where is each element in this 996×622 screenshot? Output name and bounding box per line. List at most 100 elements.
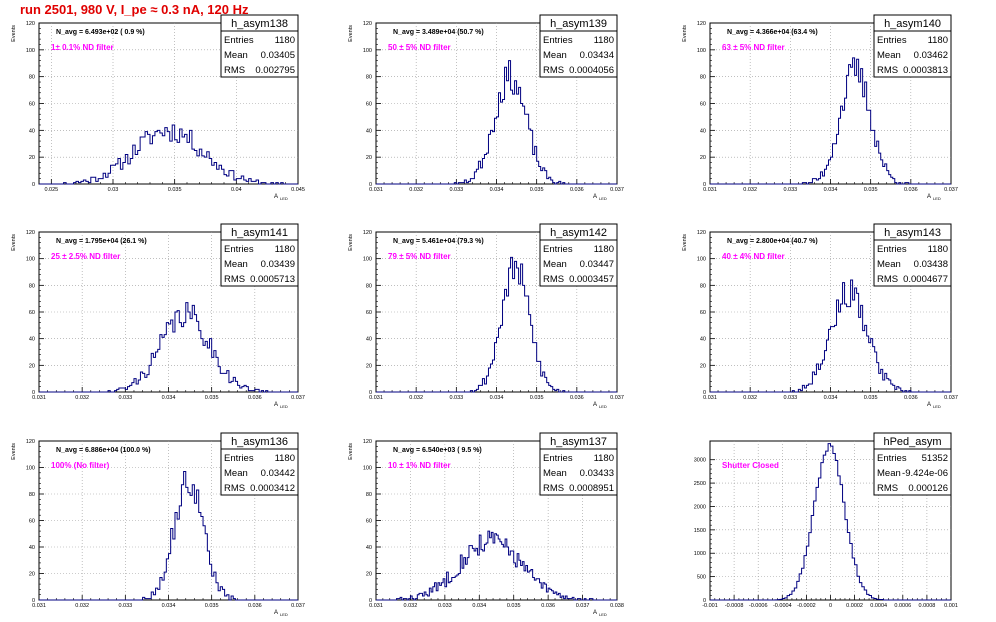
y-tick-label: 80 bbox=[366, 492, 372, 498]
filter-label: 1± 0.1% ND filter bbox=[51, 43, 114, 52]
stats-value: 0.03447 bbox=[580, 259, 614, 270]
stats-label: Mean bbox=[224, 259, 248, 270]
x-axis-title: A bbox=[593, 194, 597, 200]
y-tick-label: 120 bbox=[697, 230, 706, 236]
histogram-name: h_asym139 bbox=[550, 18, 607, 30]
histogram-name: hPed_asym bbox=[883, 436, 941, 448]
histogram-name: h_asym136 bbox=[231, 436, 288, 448]
stats-value: 1180 bbox=[594, 453, 614, 464]
y-tick-label: 80 bbox=[29, 283, 35, 289]
navg-label: N_avg = 3.489e+04 (50.7 %) bbox=[393, 29, 484, 36]
stats-box bbox=[539, 30, 618, 78]
x-axis-title-sub: LED bbox=[599, 404, 607, 409]
stats-label: Entries bbox=[224, 244, 254, 255]
histogram-panel: 0.031 0.032 0.033 0.034 0.035 0.036 0.037 0 20 40… bbox=[348, 223, 624, 409]
stats-box bbox=[873, 239, 952, 287]
stats-value: 0.03433 bbox=[580, 468, 614, 479]
histogram-panel: 0.031 0.032 0.033 0.034 0.035 0.036 0.037 0 20 40… bbox=[682, 14, 958, 201]
x-axis-title-sub: LED bbox=[933, 196, 941, 201]
y-axis-title: Events bbox=[11, 234, 17, 251]
x-tick-label: 0.031 bbox=[703, 187, 717, 193]
filter-label: 50 ± 5% ND filter bbox=[388, 43, 451, 52]
histogram-name: h_asym137 bbox=[550, 436, 607, 448]
x-tick-label: 0.03 bbox=[108, 187, 119, 193]
y-tick-label: 1500 bbox=[694, 528, 706, 534]
histogram-panel: 0.025 0.03 0.035 0.04 0.045 0 20 40 60 80 100 120 Ev… bbox=[11, 14, 305, 201]
stats-label: RMS bbox=[877, 483, 898, 494]
stats-value: 0.000126 bbox=[908, 483, 948, 494]
y-axis-title: Events bbox=[682, 25, 688, 42]
x-tick-label: 0.045 bbox=[291, 187, 305, 193]
x-tick-label: 0.033 bbox=[783, 187, 797, 193]
x-tick-label: -0.0006 bbox=[749, 603, 768, 609]
stats-label: Entries bbox=[224, 453, 254, 464]
x-tick-label: 0.032 bbox=[743, 187, 757, 193]
x-tick-label: 0.037 bbox=[610, 395, 624, 401]
x-tick-label: 0.0002 bbox=[846, 603, 863, 609]
y-tick-label: 40 bbox=[366, 128, 372, 134]
x-axis-title-sub: LED bbox=[280, 196, 288, 201]
stats-label: Entries bbox=[877, 453, 907, 464]
navg-label: N_avg = 1.795e+04 (26.1 %) bbox=[56, 238, 147, 245]
y-tick-label: 60 bbox=[700, 102, 706, 108]
x-tick-label: 0.033 bbox=[118, 603, 132, 609]
page-title: run 2501, 980 V, I_pe ≈ 0.3 nA, 120 Hz bbox=[20, 2, 249, 17]
stats-label: RMS bbox=[543, 483, 564, 494]
x-tick-label: 0.036 bbox=[904, 187, 918, 193]
x-tick-label: 0.033 bbox=[783, 395, 797, 401]
y-tick-label: 120 bbox=[363, 230, 372, 236]
stats-label: RMS bbox=[543, 65, 564, 76]
y-tick-label: 60 bbox=[700, 310, 706, 316]
y-tick-label: 100 bbox=[363, 466, 372, 472]
y-tick-label: 60 bbox=[29, 519, 35, 525]
navg-label: N_avg = 6.886e+04 (100.0 %) bbox=[56, 447, 151, 454]
y-tick-label: 2500 bbox=[694, 481, 706, 487]
filter-label: Shutter Closed bbox=[722, 461, 779, 470]
x-tick-label: 0.035 bbox=[205, 603, 219, 609]
x-tick-label: 0.037 bbox=[576, 603, 590, 609]
stats-value: 0.03462 bbox=[914, 50, 948, 61]
stats-label: RMS bbox=[877, 274, 898, 285]
stats-label: Entries bbox=[224, 35, 254, 46]
y-tick-label: 80 bbox=[700, 283, 706, 289]
stats-label: RMS bbox=[224, 65, 245, 76]
histogram-line bbox=[710, 57, 951, 185]
stats-label: Mean bbox=[543, 50, 567, 61]
stats-value: 1180 bbox=[275, 244, 295, 255]
y-tick-label: 2000 bbox=[694, 504, 706, 510]
y-tick-label: 100 bbox=[697, 48, 706, 54]
histogram-panel: 0.031 0.032 0.033 0.034 0.035 0.036 0.037 0 20 40… bbox=[11, 223, 305, 409]
x-tick-label: 0.033 bbox=[449, 187, 463, 193]
y-tick-label: 0 bbox=[369, 390, 372, 396]
x-tick-label: 0.032 bbox=[743, 395, 757, 401]
x-tick-label: 0.0006 bbox=[894, 603, 911, 609]
y-tick-label: 40 bbox=[366, 337, 372, 343]
y-tick-label: 0 bbox=[369, 598, 372, 604]
x-tick-label: 0.035 bbox=[205, 395, 219, 401]
y-tick-label: 100 bbox=[697, 257, 706, 263]
x-axis-title: A bbox=[274, 610, 278, 616]
stats-label: Mean bbox=[877, 468, 901, 479]
histogram-line bbox=[39, 124, 298, 185]
x-tick-label: 0.001 bbox=[944, 603, 958, 609]
stats-value: 0.0003457 bbox=[569, 274, 614, 285]
y-tick-label: 120 bbox=[697, 21, 706, 27]
histogram-panel: -0.001 -0.0008 -0.0006 -0.0004 -0.0002 0 0.000… bbox=[694, 432, 958, 609]
stats-label: Entries bbox=[877, 35, 907, 46]
y-tick-label: 20 bbox=[366, 363, 372, 369]
navg-label: N_avg = 5.461e+04 (79.3 %) bbox=[393, 238, 484, 245]
stats-value: 0.002795 bbox=[255, 65, 295, 76]
x-axis-title-sub: LED bbox=[280, 404, 288, 409]
y-tick-label: 40 bbox=[29, 128, 35, 134]
stats-value: 1180 bbox=[928, 244, 948, 255]
x-axis-title-sub: LED bbox=[599, 196, 607, 201]
x-tick-label: 0.025 bbox=[44, 187, 58, 193]
y-tick-label: 3000 bbox=[694, 458, 706, 464]
y-tick-label: 60 bbox=[366, 519, 372, 525]
x-tick-label: 0.035 bbox=[530, 187, 544, 193]
y-axis-title: Events bbox=[348, 443, 354, 460]
histogram-name: h_asym141 bbox=[231, 227, 288, 239]
stats-label: Entries bbox=[543, 453, 573, 464]
y-tick-label: 120 bbox=[363, 439, 372, 445]
